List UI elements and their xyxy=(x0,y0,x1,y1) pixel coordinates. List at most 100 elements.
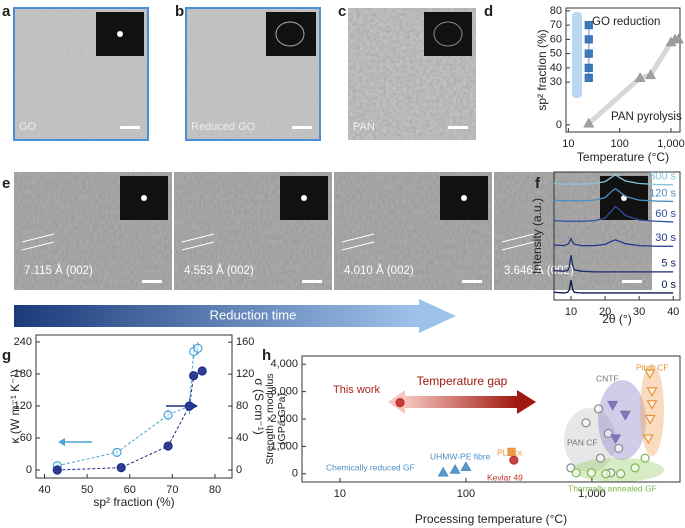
marker xyxy=(672,33,684,44)
lattice-marker xyxy=(501,233,535,243)
x-axis-label: 2θ (°) xyxy=(602,312,631,326)
reduction-arrow: Reduction time xyxy=(14,299,456,333)
legend-entry: 300 s xyxy=(649,171,676,183)
marker xyxy=(645,69,657,80)
y2-tick-label: 120 xyxy=(236,368,254,380)
x-tick-label: 70 xyxy=(166,484,178,496)
spot xyxy=(117,31,123,37)
marker xyxy=(460,461,472,472)
spectrum xyxy=(553,236,674,247)
fit-line xyxy=(57,347,199,467)
marker xyxy=(586,468,596,478)
spectrum xyxy=(553,205,674,223)
legend-entry: 0 s xyxy=(661,279,676,291)
annotation: Temperature gap xyxy=(417,374,508,388)
y-tick-label: 80 xyxy=(550,5,562,17)
panel-label: g xyxy=(2,347,11,364)
x-axis-label: Temperature (°C) xyxy=(577,150,669,164)
marker xyxy=(449,463,461,474)
legend-entry: GO reduction xyxy=(592,16,660,28)
frame xyxy=(185,7,321,141)
marker xyxy=(395,397,405,408)
marker xyxy=(116,463,126,473)
marker xyxy=(614,443,624,453)
image-label: PAN xyxy=(353,121,375,133)
y-tick-label: 40 xyxy=(550,62,562,74)
x-tick-label: 1,000 xyxy=(578,488,606,500)
marker xyxy=(644,414,656,425)
y2-tick-label: 40 xyxy=(236,432,248,444)
spot xyxy=(141,195,147,201)
x-tick-label: 100 xyxy=(457,488,475,500)
x-tick-label: 10 xyxy=(562,138,574,150)
diffraction-inset xyxy=(424,12,472,56)
lattice-marker xyxy=(181,241,215,251)
marker xyxy=(509,455,519,465)
y-tick-label: 30 xyxy=(550,76,562,88)
y-axis-label: Strength × modulus xyxy=(264,373,276,464)
marker xyxy=(642,434,654,445)
ring xyxy=(275,21,305,47)
panel-label: d xyxy=(484,3,493,20)
y-tick-label: 0 xyxy=(292,468,298,480)
spectrum xyxy=(553,255,674,273)
marker xyxy=(601,469,611,479)
marker xyxy=(594,404,604,414)
x-tick-label: 10 xyxy=(565,306,577,318)
scale-bar xyxy=(292,126,312,129)
panel-label: c xyxy=(338,3,346,20)
y-axis-label: Intensity (a.u.) xyxy=(530,198,544,274)
y2-axis-label: σ (S cm⁻¹) xyxy=(252,378,266,434)
y-axis-label: κ (W m⁻¹ K⁻¹) xyxy=(8,370,22,444)
marker xyxy=(52,465,62,475)
lattice-panels: 7.115 Å (002) 4.553 Å (002) 4.010 Å (002) 3… xyxy=(14,172,652,290)
marker xyxy=(184,401,194,411)
lattice-label: 4.010 Å (002) xyxy=(344,264,414,277)
marker xyxy=(112,447,122,457)
marker xyxy=(634,72,646,82)
series-label: CNTF xyxy=(596,373,619,383)
legend-entry: 30 s xyxy=(655,232,676,244)
spectrum xyxy=(553,280,674,294)
go-bar xyxy=(572,12,582,98)
marker xyxy=(581,418,591,428)
marker xyxy=(583,117,595,128)
fit-line xyxy=(57,370,203,471)
y-tick-label: 60 xyxy=(550,33,562,45)
y-axis-label: sp² fraction (%) xyxy=(535,29,549,110)
image-label: Reduced GO xyxy=(191,121,256,133)
marker xyxy=(646,400,658,410)
panel-label: a xyxy=(2,3,11,20)
y2-tick-label: 160 xyxy=(236,336,254,348)
lattice-marker xyxy=(501,241,535,251)
arrow-head xyxy=(419,299,456,333)
series-label: Thermally annealed GF xyxy=(568,483,657,493)
x-axis-label: sp² fraction (%) xyxy=(93,495,174,509)
y-tick-label: 1,000 xyxy=(270,440,298,452)
marker xyxy=(584,21,593,30)
marker xyxy=(640,453,650,463)
marker xyxy=(584,63,593,72)
marker xyxy=(610,434,622,445)
legend-entry: PAN pyrolysis xyxy=(611,111,682,123)
marker xyxy=(619,410,631,421)
series-label: This work xyxy=(333,384,381,396)
arrow-body xyxy=(14,305,419,327)
marker xyxy=(595,453,606,463)
y-tick-label: 240 xyxy=(14,336,32,348)
panel-label: h xyxy=(262,347,271,364)
ring xyxy=(433,21,463,47)
marker xyxy=(189,371,199,381)
lattice-label: 4.553 Å (002) xyxy=(184,264,254,277)
marker xyxy=(584,49,593,58)
gap-arrow-head xyxy=(517,390,536,414)
lattice-marker xyxy=(341,233,375,243)
lattice-marker xyxy=(341,241,375,251)
series-label: Pitch CF xyxy=(636,362,669,372)
x-axis-label: Processing temperature (°C) xyxy=(415,512,567,526)
plot-frame xyxy=(553,171,681,301)
arrow-label: Reduction time xyxy=(210,307,297,322)
y-tick-label: 0 xyxy=(26,464,32,476)
scale-bar xyxy=(302,280,322,283)
